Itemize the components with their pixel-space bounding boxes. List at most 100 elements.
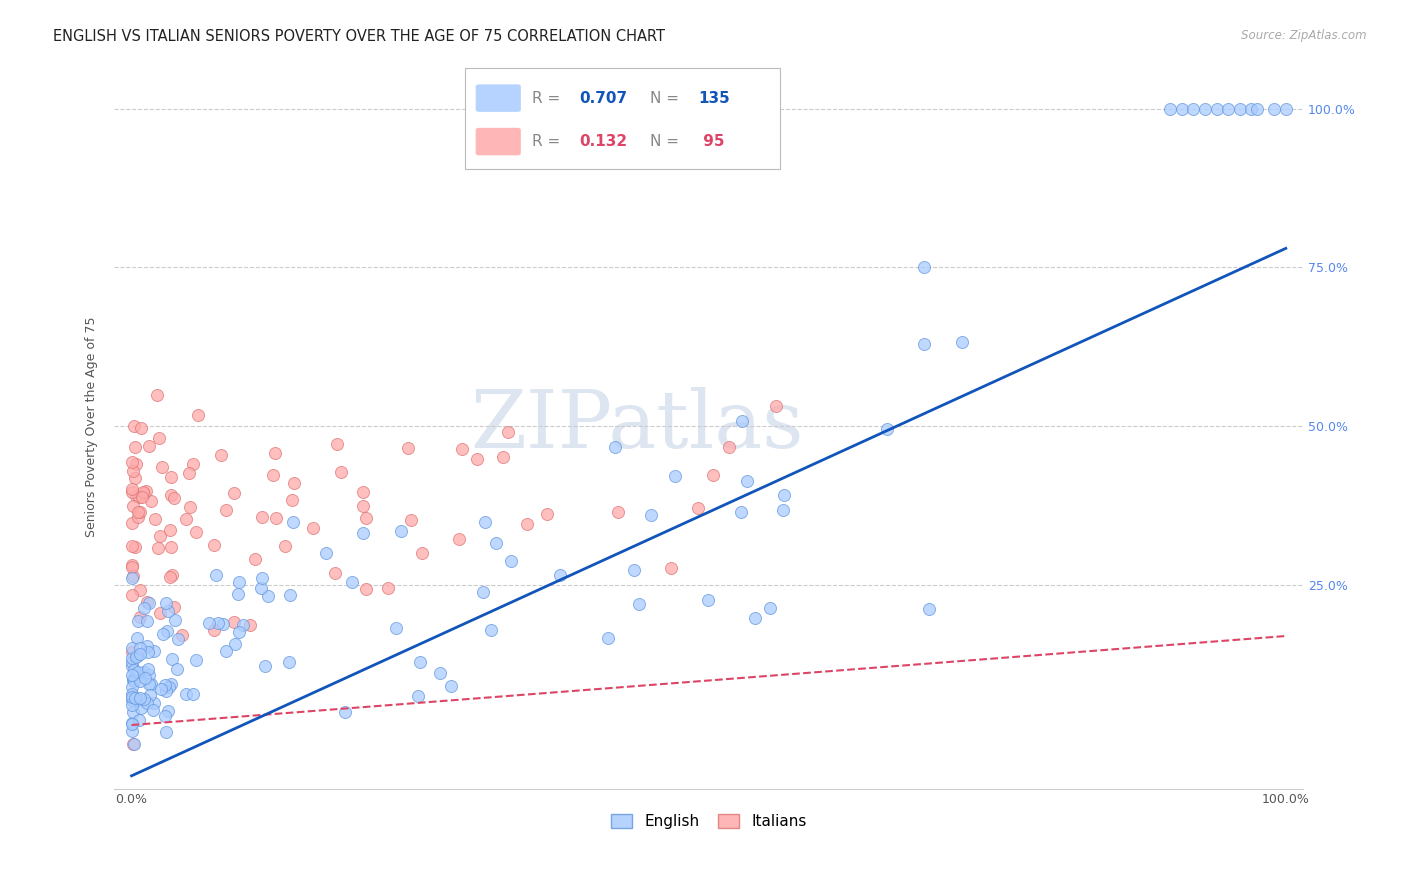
Point <box>142 703 165 717</box>
Point <box>492 450 515 465</box>
Point <box>132 485 155 500</box>
Point <box>156 624 179 638</box>
Point <box>121 539 143 553</box>
Point <box>121 500 143 514</box>
Point <box>129 505 152 519</box>
Point <box>159 569 181 583</box>
Point <box>1216 102 1239 116</box>
Point <box>1263 102 1285 116</box>
Point <box>159 523 181 537</box>
Point <box>209 448 232 462</box>
Point <box>245 552 267 566</box>
Text: 0.707: 0.707 <box>579 91 627 105</box>
Point <box>143 696 166 710</box>
FancyBboxPatch shape <box>475 85 520 112</box>
Point <box>160 488 183 502</box>
Point <box>377 581 399 595</box>
Point <box>121 651 143 665</box>
Point <box>352 484 374 499</box>
Point <box>354 511 377 525</box>
Point <box>155 596 177 610</box>
Point <box>406 689 429 703</box>
Point <box>121 687 143 701</box>
Point <box>605 440 627 454</box>
Point <box>138 439 160 453</box>
Point <box>215 643 238 657</box>
Point <box>122 419 145 434</box>
Text: Source: ZipAtlas.com: Source: ZipAtlas.com <box>1241 29 1367 42</box>
Point <box>121 482 143 496</box>
Point <box>396 442 419 456</box>
Point <box>918 602 941 616</box>
Point <box>121 692 143 706</box>
Point <box>121 645 143 659</box>
Point <box>389 524 412 538</box>
Point <box>183 457 205 471</box>
Point <box>139 688 162 702</box>
Point <box>162 599 184 614</box>
Point <box>148 431 170 445</box>
Point <box>640 508 662 522</box>
Point <box>150 460 173 475</box>
Point <box>1246 102 1268 116</box>
Point <box>212 617 235 632</box>
Point <box>207 615 229 630</box>
Point <box>148 541 170 555</box>
Point <box>174 687 197 701</box>
Point <box>302 521 325 535</box>
Point <box>730 505 752 519</box>
Point <box>329 465 352 479</box>
Point <box>121 465 143 479</box>
Point <box>409 655 432 669</box>
Point <box>122 673 145 688</box>
Point <box>125 649 148 664</box>
Point <box>166 632 188 646</box>
Point <box>128 490 150 504</box>
Point <box>121 571 143 585</box>
Text: 0.132: 0.132 <box>579 134 627 149</box>
Point <box>134 486 156 500</box>
Point <box>912 260 935 275</box>
Point <box>121 698 143 712</box>
Point <box>333 706 356 720</box>
Point <box>429 665 451 680</box>
Point <box>226 587 249 601</box>
Point <box>876 422 898 436</box>
Point <box>121 659 143 673</box>
Point <box>121 560 143 574</box>
Point <box>125 489 148 503</box>
Point <box>181 687 204 701</box>
Point <box>160 540 183 554</box>
Point <box>136 640 159 654</box>
Point <box>252 571 274 585</box>
Point <box>153 678 176 692</box>
Point <box>150 682 173 697</box>
Point <box>479 624 502 638</box>
Point <box>735 475 758 489</box>
Point <box>224 638 246 652</box>
Point <box>166 662 188 676</box>
Point <box>281 515 304 529</box>
Point <box>129 583 152 598</box>
Point <box>125 693 148 707</box>
Point <box>1229 102 1251 116</box>
Point <box>264 510 287 524</box>
Point <box>128 713 150 727</box>
Point <box>1194 102 1216 116</box>
Point <box>121 455 143 469</box>
Point <box>174 512 197 526</box>
Point <box>163 613 186 627</box>
Point <box>283 475 305 490</box>
Point <box>121 673 143 688</box>
Point <box>129 700 152 714</box>
Point <box>759 600 782 615</box>
Point <box>132 692 155 706</box>
Point <box>485 536 508 550</box>
Point <box>718 440 741 454</box>
Point <box>744 610 766 624</box>
Text: 135: 135 <box>697 91 730 105</box>
Point <box>121 484 143 499</box>
Point <box>232 618 254 632</box>
Text: N =: N = <box>651 134 685 149</box>
Text: R =: R = <box>531 91 565 105</box>
